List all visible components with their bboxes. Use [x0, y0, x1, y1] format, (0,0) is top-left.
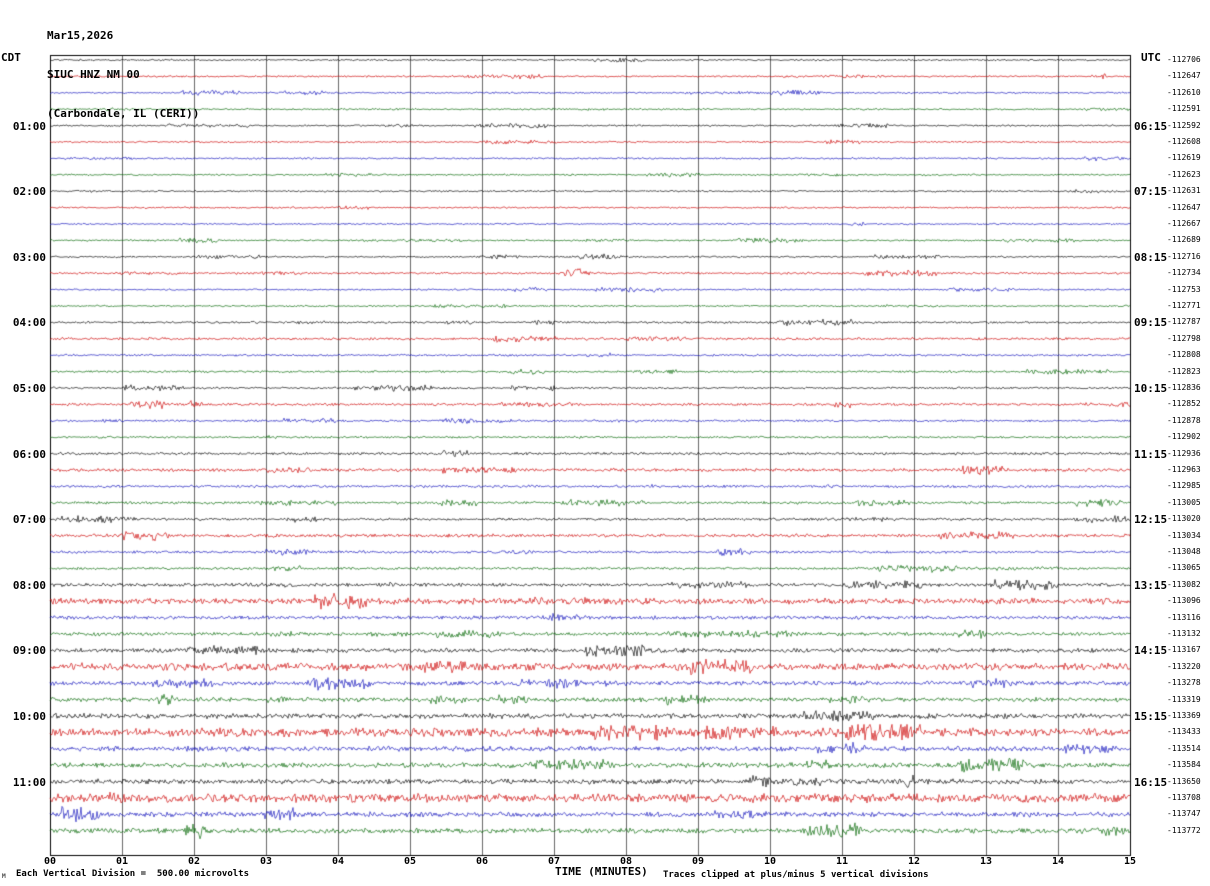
trace-offset-label: -112623 [1167, 169, 1201, 179]
right-hour-label: 11:15 [1134, 447, 1168, 461]
trace-offset-label: -112689 [1167, 235, 1201, 245]
trace-offset-label: -112610 [1167, 87, 1201, 97]
left-hour-label: 08:00 [12, 578, 46, 592]
right-hour-label: 15:15 [1134, 710, 1168, 723]
trace-offset-label: -113167 [1167, 645, 1201, 655]
x-tick-label: 02 [187, 856, 201, 867]
trace-offset-label: -112631 [1167, 186, 1201, 196]
left-hour-label: 04:00 [12, 316, 46, 330]
left-hour-label: 10:00 [12, 710, 46, 723]
trace-offset-label: -112667 [1167, 219, 1201, 228]
left-hour-label: 11:00 [12, 775, 46, 789]
trace-offset-label: -113278 [1167, 678, 1201, 688]
trace-offset-label: -113584 [1167, 760, 1201, 770]
x-tick-label: 09 [691, 856, 705, 867]
trace-offset-label: -112823 [1167, 366, 1201, 376]
clip-note: Traces clipped at plus/minus 5 vertical … [663, 870, 929, 880]
right-hour-label: 13:15 [1134, 578, 1168, 592]
right-hour-label: 16:15 [1134, 775, 1168, 789]
trace-offset-label: -113514 [1167, 743, 1201, 753]
trace-offset-label: -113747 [1167, 809, 1201, 819]
trace-offset-label: -112592 [1167, 120, 1201, 130]
x-tick-label: 03 [259, 856, 273, 867]
trace-offset-label: -112798 [1167, 333, 1201, 343]
x-tick-label: 07 [547, 856, 561, 867]
trace-offset-label: -112647 [1167, 71, 1201, 81]
left-hour-label: 05:00 [12, 382, 46, 395]
trace-offset-label: -113369 [1167, 711, 1201, 720]
trace-offset-label: -112878 [1167, 415, 1201, 425]
right-hour-label: 06:15 [1134, 119, 1168, 133]
trace-offset-label: -113132 [1167, 629, 1201, 638]
trace-offset-label: -113116 [1167, 612, 1201, 622]
title-block: Mar15,2026 SIUC HNZ NM 00 (Carbondale, I… [47, 3, 199, 146]
x-tick-label: 11 [835, 856, 849, 867]
trace-offset-label: -113220 [1167, 661, 1201, 671]
right-timezone-label: UTC [1141, 51, 1161, 64]
x-tick-label: 08 [619, 856, 633, 867]
trace-offset-label: -113319 [1167, 694, 1201, 704]
x-tick-label: 04 [331, 856, 345, 867]
x-tick-label: 12 [907, 856, 921, 867]
scale-note: Each Vertical Division = 500.00 microvol… [16, 869, 249, 879]
trace-offset-label: -112753 [1167, 284, 1201, 294]
trace-offset-label: -112608 [1167, 137, 1201, 146]
right-hour-label: 08:15 [1134, 250, 1168, 264]
right-hour-label: 07:15 [1134, 185, 1168, 199]
x-tick-label: 14 [1051, 856, 1065, 867]
trace-offset-label: -112936 [1167, 448, 1201, 458]
trace-offset-label: -112902 [1167, 432, 1201, 442]
left-hour-label: 06:00 [12, 447, 46, 461]
trace-offset-label: -113650 [1167, 776, 1201, 786]
x-tick-label: 06 [475, 856, 489, 867]
x-tick-label: 00 [43, 856, 57, 867]
trace-offset-label: -112985 [1167, 481, 1201, 491]
right-hour-label: 09:15 [1134, 316, 1168, 330]
trace-offset-label: -112808 [1167, 350, 1201, 360]
left-hour-label: 03:00 [12, 250, 46, 264]
trace-offset-label: -113433 [1167, 727, 1201, 737]
trace-offset-label: -112734 [1167, 268, 1201, 278]
trace-offset-label: -112591 [1167, 104, 1201, 114]
trace-offset-label: -112852 [1167, 399, 1201, 409]
x-tick-label: 10 [763, 856, 777, 867]
right-hour-label: 12:15 [1134, 513, 1168, 527]
trace-offset-label: -113772 [1167, 825, 1201, 835]
trace-offset-label: -112647 [1167, 202, 1201, 212]
trace-offset-label: -112787 [1167, 317, 1201, 327]
left-hour-label: 01:00 [12, 119, 46, 133]
x-tick-label: 15 [1123, 856, 1137, 867]
trace-offset-label: -112619 [1167, 153, 1201, 163]
left-hour-label: 02:00 [12, 185, 46, 199]
title-location: (Carbondale, IL (CERI)) [47, 107, 200, 120]
title-station: SIUC HNZ NM 00 [47, 68, 140, 81]
left-timezone-label: CDT [1, 51, 21, 64]
trace-offset-label: -112716 [1167, 251, 1201, 261]
trace-offset-label: -112963 [1167, 465, 1201, 474]
left-hour-label: 07:00 [12, 513, 46, 527]
trace-offset-label: -113005 [1167, 497, 1201, 507]
trace-offset-label: -113034 [1167, 530, 1201, 540]
x-axis-title: TIME (MINUTES) [555, 865, 648, 878]
trace-offset-label: -112771 [1167, 301, 1201, 310]
x-tick-label: 13 [979, 856, 993, 867]
left-hour-label: 09:00 [12, 644, 46, 658]
trace-offset-label: -113096 [1167, 596, 1201, 606]
trace-offset-label: -113065 [1167, 563, 1201, 573]
trace-offset-label: -112836 [1167, 383, 1201, 392]
right-hour-label: 14:15 [1134, 644, 1168, 658]
trace-offset-label: -112706 [1167, 55, 1201, 64]
x-tick-label: 05 [403, 856, 417, 867]
x-tick-label: 01 [115, 856, 129, 867]
title-date: Mar15,2026 [47, 29, 114, 42]
trace-offset-label: -113708 [1167, 793, 1201, 802]
right-hour-label: 10:15 [1134, 382, 1168, 395]
trace-offset-label: -113082 [1167, 579, 1201, 589]
trace-offset-label: -113048 [1167, 547, 1201, 556]
trace-offset-label: -113020 [1167, 514, 1201, 524]
corner-mark: M [2, 873, 6, 880]
